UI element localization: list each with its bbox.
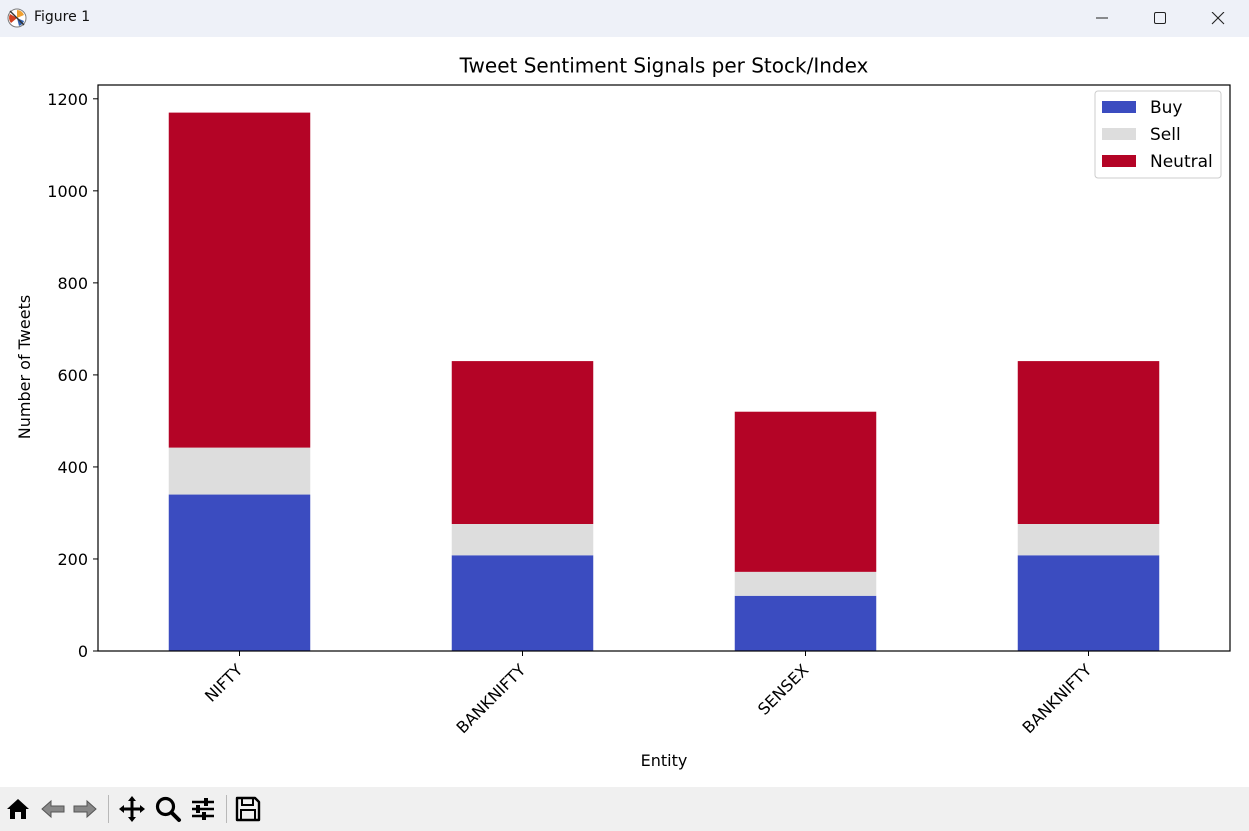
x-tick-label: BANKNIFTY xyxy=(1019,660,1096,737)
toolbar-separator xyxy=(226,795,227,823)
y-tick-label: 0 xyxy=(78,642,88,661)
plot-frame xyxy=(97,84,1231,652)
pan-button[interactable] xyxy=(116,793,148,825)
y-tick-label: 800 xyxy=(57,274,88,293)
magnifier-icon xyxy=(155,796,181,822)
legend-swatch-sell xyxy=(1102,128,1136,140)
bar-sell-0 xyxy=(168,447,311,495)
figure-canvas: Tweet Sentiment Signals per Stock/Index … xyxy=(0,37,1249,787)
legend-label-neutral: Neutral xyxy=(1150,152,1213,172)
close-button[interactable] xyxy=(1189,0,1247,37)
window-title: Figure 1 xyxy=(34,9,91,25)
maximize-button[interactable] xyxy=(1131,0,1189,37)
bar-neutral-3 xyxy=(1017,361,1160,524)
maximize-icon xyxy=(1154,12,1166,24)
bar-buy-2 xyxy=(734,595,877,651)
close-icon xyxy=(1211,12,1225,25)
window-titlebar: Figure 1 xyxy=(0,0,1249,37)
bar-sell-1 xyxy=(451,523,594,556)
y-tick-label: 1200 xyxy=(47,90,88,109)
bar-sell-2 xyxy=(734,571,877,596)
matplotlib-app-icon xyxy=(7,8,27,28)
sliders-icon xyxy=(192,798,214,820)
toolbar-separator xyxy=(108,795,109,823)
legend-label-sell: Sell xyxy=(1150,125,1181,145)
x-tick-label: SENSEX xyxy=(754,660,812,718)
zoom-button[interactable] xyxy=(152,793,184,825)
bar-buy-3 xyxy=(1017,555,1160,651)
arrow-right-icon xyxy=(73,799,97,819)
bar-buy-1 xyxy=(451,555,594,651)
home-icon xyxy=(7,799,29,819)
y-axis-label: Number of Tweets xyxy=(15,295,34,439)
bar-neutral-0 xyxy=(168,112,311,448)
floppy-disk-icon xyxy=(235,796,261,822)
legend-label-buy: Buy xyxy=(1150,98,1183,118)
chart-title: Tweet Sentiment Signals per Stock/Index xyxy=(459,54,869,78)
y-tick-label: 600 xyxy=(57,366,88,385)
x-axis-label: Entity xyxy=(641,751,688,770)
x-tick-label: NIFTY xyxy=(201,660,247,706)
configure-subplots-button[interactable] xyxy=(187,793,219,825)
y-tick-label: 400 xyxy=(57,458,88,477)
bar-neutral-2 xyxy=(734,411,877,572)
arrow-left-icon xyxy=(41,799,65,819)
move-icon xyxy=(119,796,145,822)
bar-sell-3 xyxy=(1017,523,1160,556)
y-tick-label: 200 xyxy=(57,550,88,569)
legend-swatch-neutral xyxy=(1102,155,1136,167)
legend: Buy Sell Neutral xyxy=(1094,90,1222,179)
bar-neutral-1 xyxy=(451,361,594,524)
bar-buy-0 xyxy=(168,494,311,651)
minimize-icon xyxy=(1096,17,1108,19)
x-tick-label: BANKNIFTY xyxy=(453,660,530,737)
save-button[interactable] xyxy=(232,793,264,825)
home-button[interactable] xyxy=(2,793,34,825)
y-tick-label: 1000 xyxy=(47,182,88,201)
back-button[interactable] xyxy=(37,793,69,825)
forward-button[interactable] xyxy=(69,793,101,825)
minimize-button[interactable] xyxy=(1073,0,1131,37)
legend-swatch-buy xyxy=(1102,101,1136,113)
navigation-toolbar xyxy=(0,787,1249,831)
stacked-bar-chart: Tweet Sentiment Signals per Stock/Index … xyxy=(15,54,1231,770)
